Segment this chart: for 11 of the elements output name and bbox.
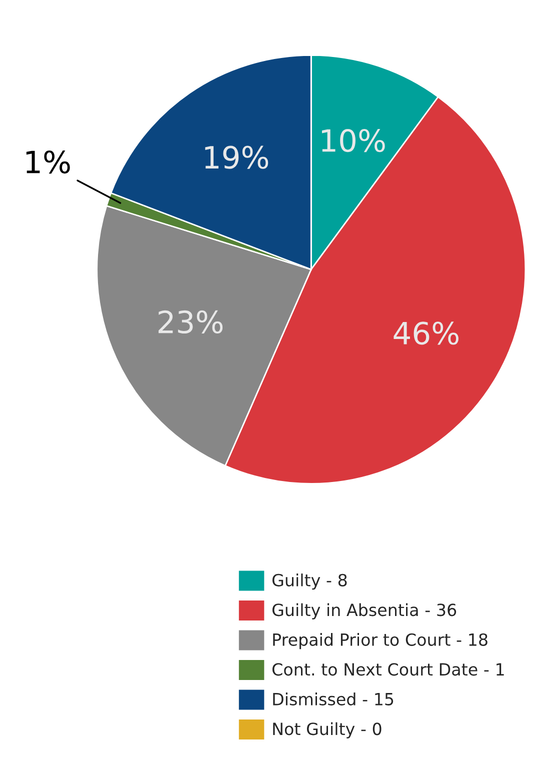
legend-label: Guilty - 8 (272, 574, 347, 590)
data-label: 19% (205, 146, 268, 169)
data-label: 23% (158, 310, 223, 334)
legend-label: Dismissed - 15 (273, 692, 394, 706)
legend-label: Cont. to Next Court Date - 1 (272, 663, 504, 676)
data-label: 46% (394, 322, 458, 345)
data-label: 1% (26, 150, 70, 174)
data-label: 10% (322, 128, 385, 152)
legend-label: Prepaid Prior to Court - 18 (273, 633, 488, 650)
legend-label: Not Guilty - 0 (273, 722, 382, 738)
legend-label: Guilty in Absentia - 36 (272, 603, 456, 620)
